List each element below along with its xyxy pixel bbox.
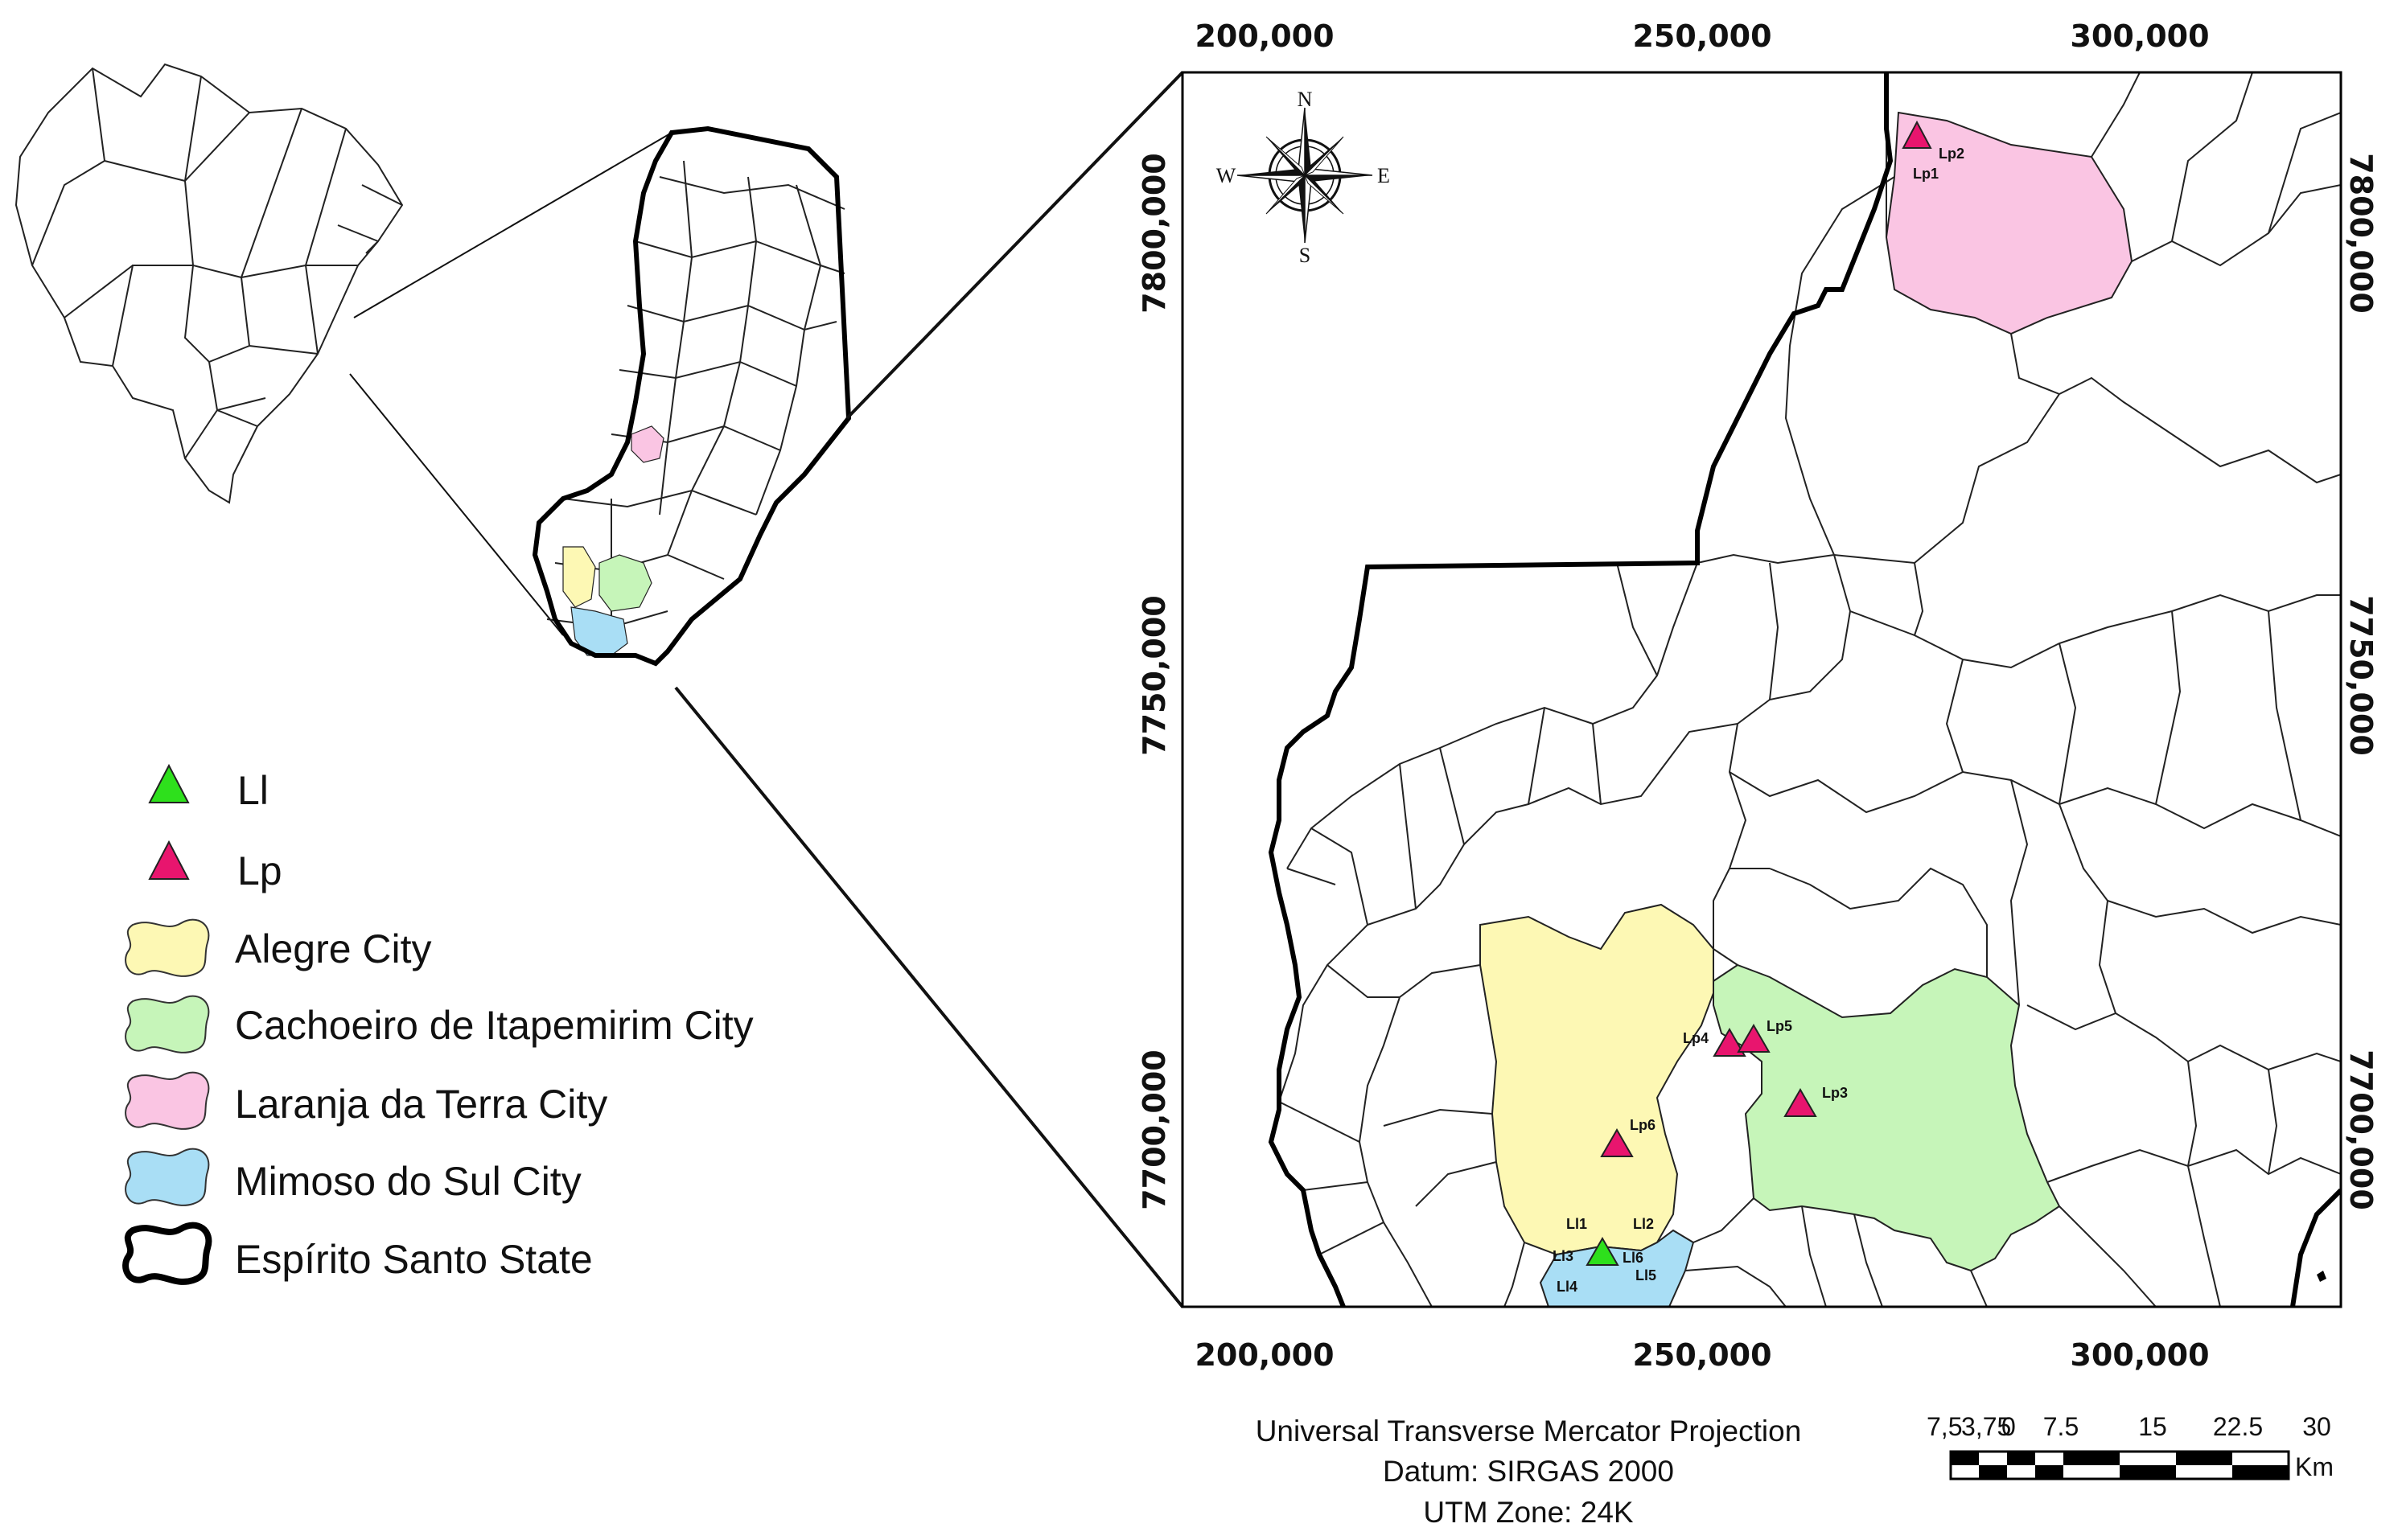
lp2-label: Lp2 <box>1939 146 1964 162</box>
lp6-marker <box>1600 1127 1634 1157</box>
y-label-left-1: 7800,000 <box>1137 153 1172 314</box>
legend: Ll Lp Alegre City Cachoeiro de Itapemiri… <box>122 763 754 1285</box>
ll1-label: Ll1 <box>1566 1216 1587 1232</box>
ll2-label: Ll2 <box>1633 1216 1654 1232</box>
alegre-region <box>1479 903 1714 1256</box>
legend-state-swatch <box>122 1222 212 1285</box>
axis-labels: 200,000 250,000 300,000 200,000 250,000 … <box>1137 18 2379 1373</box>
mimoso-do-sul-region <box>570 606 628 656</box>
compass-s: S <box>1299 244 1310 267</box>
scale-tick-3: 0 <box>2001 1412 2016 1441</box>
lp5-label: Lp5 <box>1767 1018 1792 1034</box>
x-label-top-1: 200,000 <box>1195 18 1334 54</box>
x-label-bottom-2: 250,000 <box>1632 1337 1771 1373</box>
espirito-santo-overview-map <box>349 125 852 667</box>
alegre-region <box>562 546 596 608</box>
compass-e: E <box>1377 164 1390 187</box>
projection-info: Universal Transverse Mercator Projection… <box>1256 1415 1802 1529</box>
y-label-right-2: 7750,000 <box>2343 595 2379 756</box>
cachoeiro-region <box>1713 963 2061 1272</box>
x-label-bottom-1: 200,000 <box>1195 1337 1334 1373</box>
sampling-points: Lp1 Lp2 Lp3 Lp4 Lp5 Lp6 Ll1 Ll2 Ll3 Ll4 … <box>1553 120 1964 1295</box>
connector-line <box>349 373 564 636</box>
ll4-label: Ll4 <box>1557 1279 1577 1295</box>
legend-mimoso-label: Mimoso do Sul City <box>235 1159 582 1204</box>
scale-tick-2: 3,75 <box>1961 1412 2011 1441</box>
legend-alegre-label: Alegre City <box>235 926 432 971</box>
legend-cachoeiro-swatch <box>125 995 210 1053</box>
legend-mimoso-swatch <box>125 1148 210 1206</box>
scale-tick-4: 7.5 <box>2043 1412 2079 1441</box>
legend-alegre-swatch <box>125 918 210 977</box>
main-map <box>674 71 2342 1308</box>
x-label-bottom-3: 300,000 <box>2070 1337 2209 1373</box>
state-boundary <box>1268 72 1894 1307</box>
y-label-left-3: 7700,000 <box>1137 1049 1172 1210</box>
scale-bar: 7,5 3,75 0 7.5 15 22.5 30 Km <box>1927 1412 2334 1481</box>
compass-w: W <box>1216 164 1236 187</box>
ll5-label: Ll5 <box>1635 1267 1656 1283</box>
lp4-label: Lp4 <box>1683 1030 1709 1046</box>
compass-n: N <box>1298 88 1313 111</box>
legend-lp-icon <box>148 840 190 880</box>
legend-state-label: Espírito Santo State <box>235 1237 593 1282</box>
scale-tick-7: 30 <box>2302 1412 2331 1441</box>
scale-tick-5: 15 <box>2138 1412 2167 1441</box>
lp3-label: Lp3 <box>1822 1085 1848 1101</box>
legend-ll-label: Ll <box>237 768 269 813</box>
legend-laranja-label: Laranja da Terra City <box>235 1082 607 1127</box>
ll6-label: Ll6 <box>1623 1250 1643 1266</box>
laranja-da-terra-region <box>631 425 664 463</box>
zoom-connector-bottom <box>674 686 1184 1308</box>
compass-rose-icon: N S E W <box>1216 88 1390 267</box>
x-label-top-2: 250,000 <box>1632 18 1771 54</box>
projection-line-2: Datum: SIRGAS 2000 <box>1383 1455 1674 1488</box>
scale-tick-1: 7,5 <box>1927 1412 1962 1441</box>
lp1-marker <box>1902 120 1932 149</box>
ll3-label: Ll3 <box>1553 1248 1573 1264</box>
y-label-right-1: 7800,000 <box>2343 153 2379 314</box>
lp6-label: Lp6 <box>1630 1117 1655 1133</box>
y-label-left-2: 7750,000 <box>1137 595 1172 756</box>
y-label-right-3: 7700,000 <box>2343 1049 2379 1210</box>
legend-lp-label: Lp <box>237 848 282 893</box>
state-coast <box>2290 1188 2341 1307</box>
ll-marker <box>1586 1236 1619 1266</box>
connector-line <box>353 132 672 318</box>
laranja-da-terra-region <box>1885 111 2133 335</box>
lp1-label: Lp1 <box>1913 166 1939 182</box>
lp3-marker <box>1783 1087 1817 1117</box>
legend-laranja-swatch <box>125 1071 210 1130</box>
legend-ll-icon <box>148 763 190 803</box>
legend-cachoeiro-label: Cachoeiro de Itapemirim City <box>235 1003 754 1048</box>
brazil-overview-map <box>14 63 404 504</box>
x-label-top-3: 300,000 <box>2070 18 2209 54</box>
map-frame <box>1181 71 2342 1308</box>
scale-tick-6: 22.5 <box>2213 1412 2263 1441</box>
projection-line-1: Universal Transverse Mercator Projection <box>1256 1415 1802 1448</box>
espirito-santo-outline <box>532 125 852 667</box>
zoom-connector-top <box>845 71 1184 420</box>
lp5-marker <box>1737 1023 1771 1053</box>
projection-line-3: UTM Zone: 24K <box>1423 1496 1633 1529</box>
cachoeiro-region <box>598 554 652 612</box>
scale-unit: Km <box>2295 1452 2334 1481</box>
lp4-marker <box>1713 1027 1746 1057</box>
